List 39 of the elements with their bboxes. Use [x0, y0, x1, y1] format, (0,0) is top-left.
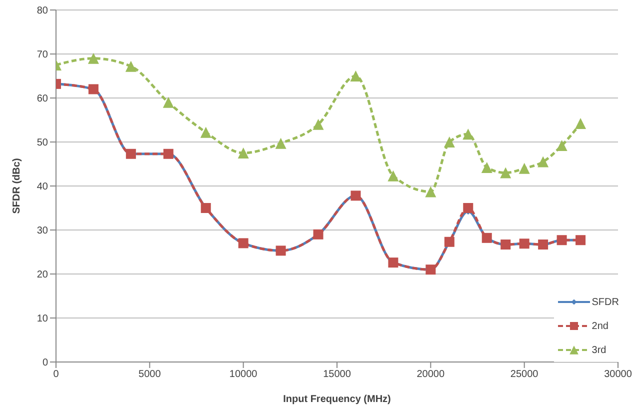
- x-tick-label: 5000: [138, 369, 162, 380]
- point: [463, 203, 474, 213]
- legend-label: SFDR: [592, 296, 619, 308]
- point: [162, 96, 174, 108]
- y-tick-label: 50: [36, 138, 48, 149]
- point: [125, 60, 136, 72]
- legend-label: 2nd: [592, 320, 608, 332]
- x-tick-label: 0: [53, 369, 60, 380]
- point: [425, 186, 436, 198]
- y-tick-label: 10: [36, 314, 48, 325]
- x-tick-label: 15000: [323, 369, 352, 380]
- point: [88, 52, 99, 64]
- x-tick-label: 25000: [510, 369, 539, 380]
- point: [238, 148, 249, 158]
- point: [312, 118, 324, 130]
- point: [388, 170, 399, 182]
- point: [275, 138, 286, 149]
- legend-label: 3rd: [592, 344, 606, 356]
- point: [500, 167, 512, 178]
- point: [556, 140, 568, 152]
- point: [350, 70, 362, 82]
- y-tick-label: 80: [36, 6, 48, 17]
- y-tick-label: 40: [36, 182, 48, 193]
- y-tick-label: 60: [36, 94, 48, 105]
- point: [518, 162, 530, 174]
- y-tick-label: 20: [36, 270, 48, 281]
- y-axis-title: SFDR (dBc): [12, 158, 23, 214]
- x-tick-label: 20000: [416, 369, 446, 380]
- point: [481, 162, 492, 174]
- point: [200, 126, 212, 138]
- x-tick-label: 30000: [604, 369, 632, 380]
- y-tick-label: 30: [36, 226, 48, 237]
- point: [444, 136, 455, 148]
- point: [538, 156, 549, 168]
- x-tick-label: 10000: [229, 369, 258, 380]
- y-tick-label: 0: [42, 358, 48, 369]
- y-tick-label: 70: [36, 50, 48, 61]
- x-axis-title: Input Frequency (MHz): [283, 394, 391, 405]
- point: [575, 118, 586, 130]
